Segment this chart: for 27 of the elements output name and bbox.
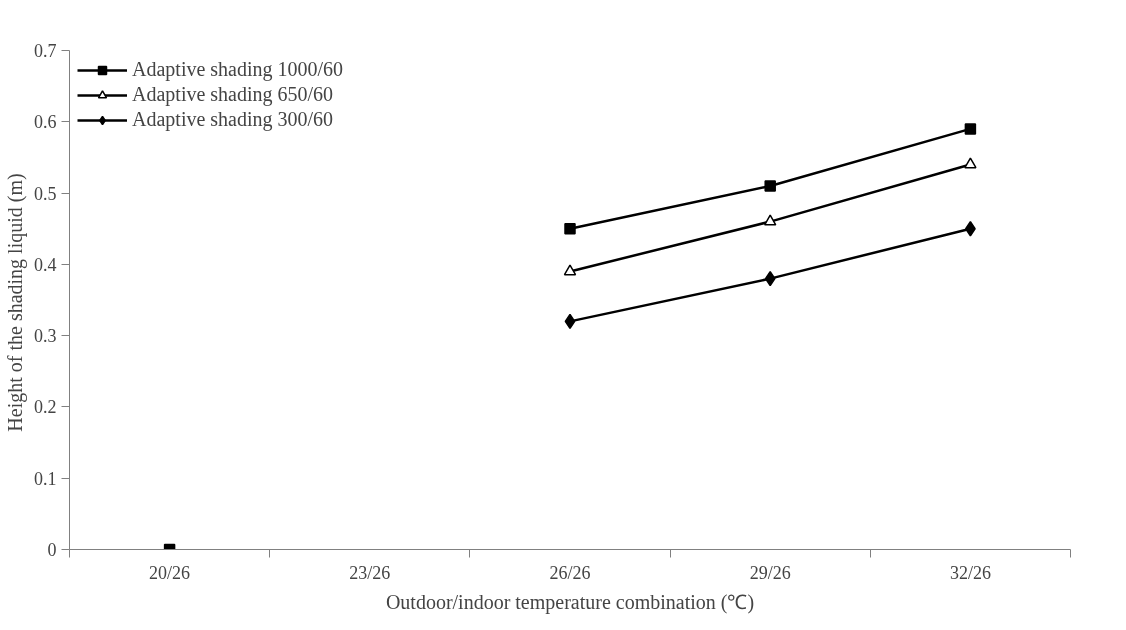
point: [964, 220, 976, 237]
legend-label: Adaptive shading 650/60: [132, 83, 334, 106]
point: [764, 180, 776, 192]
legend-label: Adaptive shading 300/60: [132, 108, 334, 131]
y-tick-label: 0.1: [34, 468, 57, 489]
point: [964, 123, 977, 135]
y-tick-label: 0: [47, 540, 57, 560]
x-tick-label: 32/26: [949, 562, 991, 583]
x-axis-title: Outdoor/indoor temperature combination (℃): [385, 590, 755, 614]
x-tick-label: 26/26: [549, 562, 591, 583]
point: [764, 270, 776, 287]
point: [564, 222, 576, 235]
y-tick-label: 0.6: [34, 112, 57, 133]
legend-label: Adaptive shading 1000/60: [132, 58, 344, 81]
y-tick-label: 0.4: [34, 254, 57, 275]
point: [564, 313, 576, 330]
point: [563, 264, 577, 276]
x-tick-label: 20/26: [149, 562, 191, 583]
y-tick-label: 0.7: [34, 41, 57, 61]
y-tick-label: 0.2: [34, 397, 57, 418]
y-tick-label: 0.3: [34, 326, 57, 347]
y-axis-title: Height of the shading liquid (m): [4, 173, 27, 432]
point: [964, 157, 977, 169]
x-tick-label: 29/26: [749, 562, 791, 583]
y-tick-label: 0.5: [34, 183, 57, 204]
x-tick-label: 23/26: [349, 562, 391, 583]
point: [763, 214, 777, 226]
